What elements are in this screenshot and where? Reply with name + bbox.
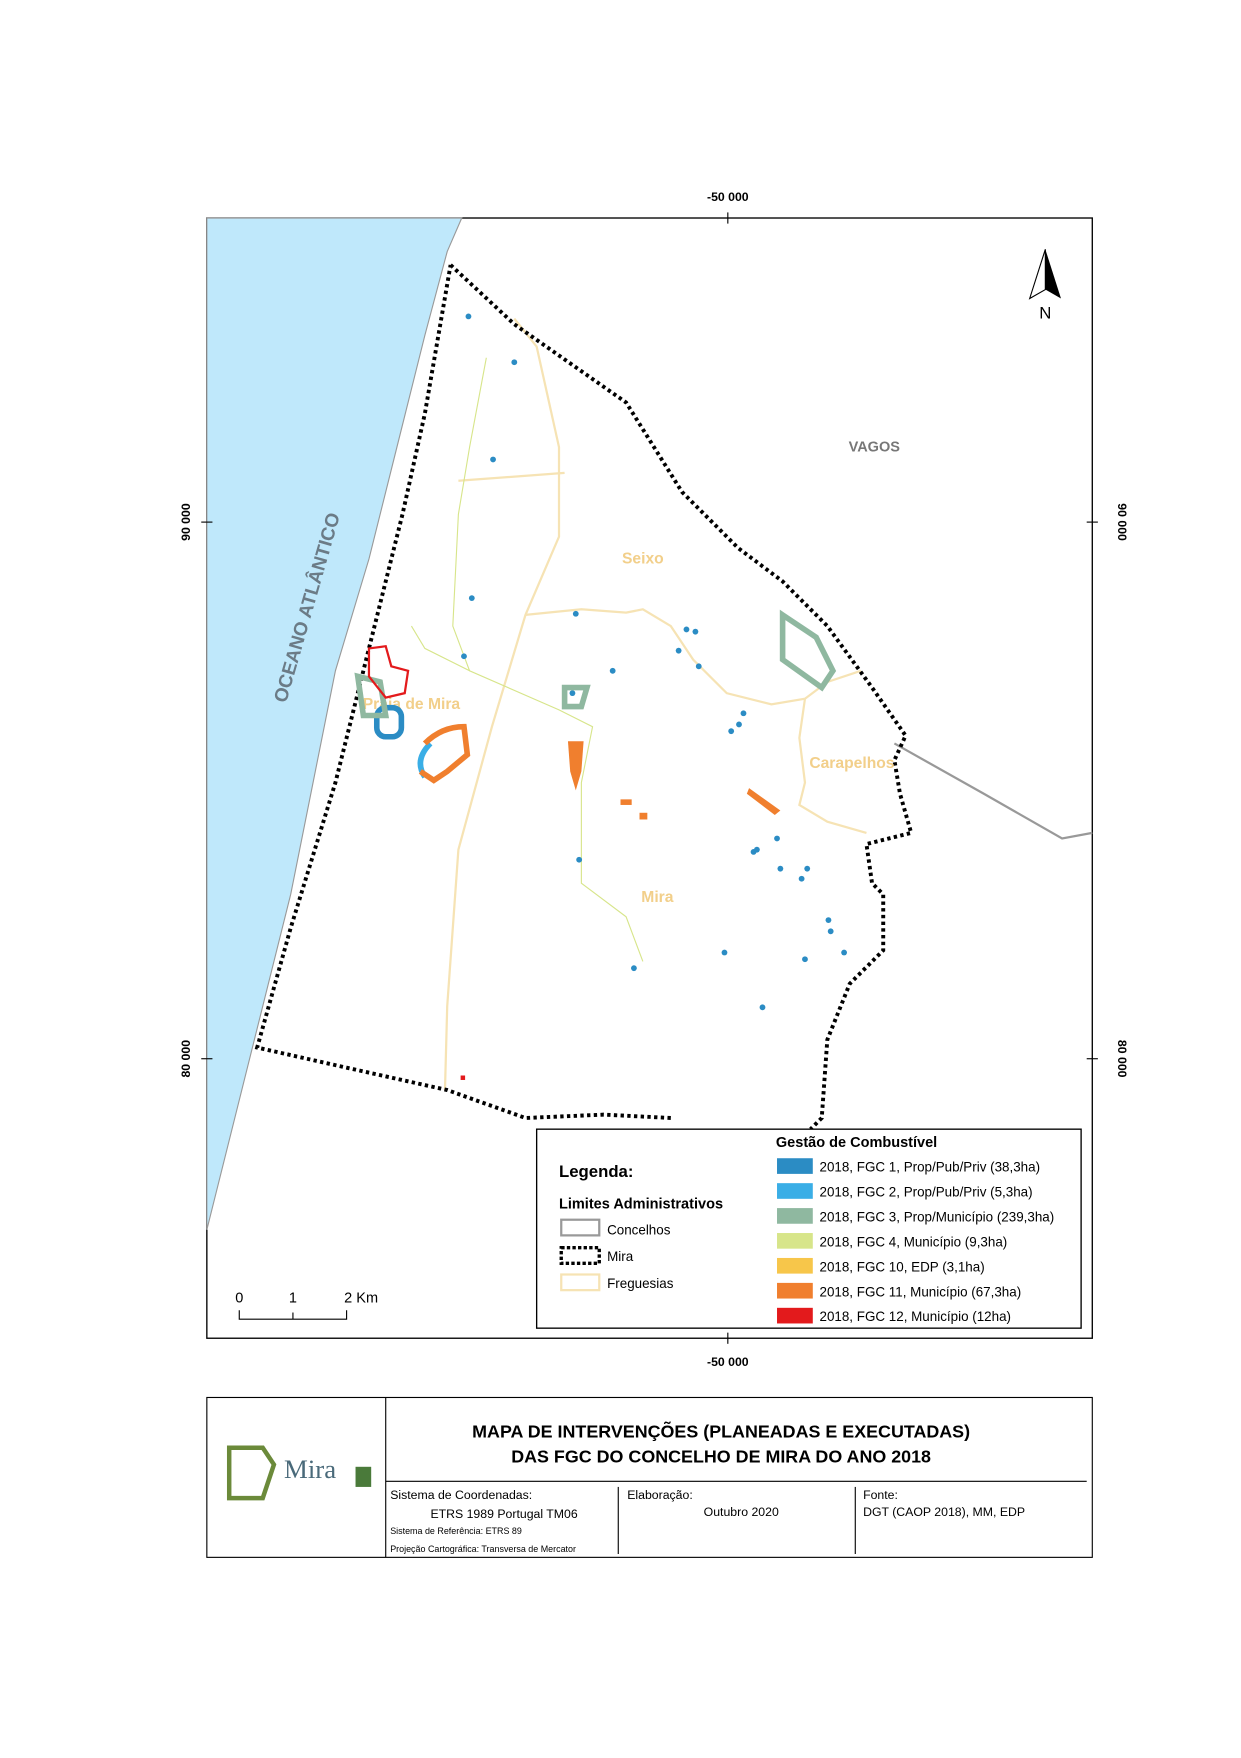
map-title: DAS FGC DO CONCELHO DE MIRA DO ANO 2018 (511, 1446, 931, 1466)
legend-swatch (777, 1257, 813, 1274)
concelho-boundary (893, 742, 1093, 840)
legend-item: 2018, FGC 11, Município (67,3ha) (820, 1284, 1022, 1299)
map-frame (206, 217, 1093, 1339)
coat-of-arms (355, 1466, 372, 1487)
fgc1-point (827, 928, 834, 935)
fgc1-point (692, 628, 699, 635)
fgc11-area (567, 741, 584, 791)
legend-freguesias-symbol (560, 1273, 601, 1292)
fgc1-point (777, 865, 784, 872)
legend-mira-symbol (559, 1245, 601, 1265)
fgc1-point (461, 653, 467, 660)
legend-swatch (777, 1233, 813, 1249)
fgc1-point (695, 663, 702, 670)
place-label: Carapelhos (809, 755, 894, 772)
fgc1-point (721, 949, 728, 956)
logo-mark (226, 1445, 277, 1501)
place-label: VAGOS (849, 440, 901, 456)
fgc1-point (753, 846, 760, 853)
info-value: Outubro 2020 (704, 1505, 779, 1519)
fgc1-point (736, 721, 742, 728)
legend-item: 2018, FGC 10, EDP (3,1ha) (820, 1259, 985, 1274)
legend-title: Legenda: (559, 1162, 633, 1181)
place-label: Mira (641, 889, 673, 906)
legend-swatch (777, 1208, 813, 1224)
fgc1-point (740, 710, 747, 717)
coord-label: 80 000 (1115, 1040, 1129, 1078)
fgc1-point (798, 875, 805, 882)
mira-boundary (254, 263, 914, 1131)
fgc11-area (418, 723, 471, 784)
fgc1-point (728, 728, 735, 735)
scale-label: 1 (289, 1290, 297, 1306)
fgc1-point (576, 856, 583, 863)
legend-concelhos-symbol (560, 1218, 601, 1237)
fgc1-point (631, 965, 637, 972)
legend-swatch (777, 1183, 813, 1199)
fgc1-point (683, 626, 690, 633)
fgc11-area (746, 788, 781, 816)
info-label: Fonte: (863, 1488, 898, 1502)
freguesia-boundaries (443, 317, 867, 1091)
legend-item: Mira (607, 1249, 634, 1264)
fgc1-point (804, 865, 811, 872)
legend-item: Freguesias (607, 1276, 674, 1291)
fgc1-point (825, 917, 832, 924)
info-label: Sistema de Coordenadas: (390, 1488, 532, 1502)
info-small: Sistema de Referência: ETRS 89 (390, 1526, 522, 1536)
scale-label: 0 (235, 1290, 243, 1306)
legend-item: 2018, FGC 4, Município (9,3ha) (820, 1234, 1008, 1249)
info-small: Projeção Cartográfica: Transversa de Mer… (390, 1544, 576, 1554)
ocean (206, 217, 463, 1230)
coord-label: 90 000 (1115, 503, 1129, 541)
legend-subtitle: Gestão de Combustível (776, 1135, 937, 1151)
map-title: MAPA DE INTERVENÇÕES (PLANEADAS E EXECUT… (472, 1421, 970, 1442)
legend-swatch (777, 1307, 813, 1324)
fgc12-area (460, 1075, 466, 1080)
legend-swatch (777, 1282, 813, 1299)
logo-text: Mira (284, 1454, 336, 1484)
info-value: DGT (CAOP 2018), MM, EDP (863, 1505, 1025, 1519)
fgc1-point (468, 595, 475, 602)
fgc11-area (620, 799, 632, 805)
fgc1-point (490, 456, 496, 463)
fgc1-point (465, 313, 472, 320)
title-block (206, 1396, 1093, 1558)
fgc4-lines (410, 357, 644, 962)
scale-label: 2 Km (344, 1290, 378, 1306)
fgc1-point (774, 835, 780, 842)
legend-item: 2018, FGC 12, Município (12ha) (820, 1309, 1012, 1324)
scale-bar (238, 1310, 348, 1320)
north-label: N (1039, 304, 1051, 323)
fgc11-area (639, 812, 648, 820)
legend-subtitle: Limites Administrativos (559, 1197, 723, 1213)
coord-label: -50 000 (707, 190, 749, 204)
legend-item: 2018, FGC 2, Prop/Pub/Priv (5,3ha) (820, 1185, 1033, 1200)
fgc1-point (759, 1004, 766, 1011)
fgc1-point (609, 667, 616, 674)
legend-item: 2018, FGC 3, Prop/Município (239,3ha) (820, 1210, 1055, 1225)
fgc1-point (511, 359, 518, 366)
fgc1-point (572, 610, 579, 617)
fgc1-point (569, 690, 576, 697)
fgc1-point (841, 949, 848, 956)
place-label: Seixo (622, 550, 664, 567)
info-label: Elaboração: (627, 1488, 693, 1502)
info-value: ETRS 1989 Portugal TM06 (430, 1507, 577, 1521)
title-block-border (206, 1396, 1093, 1558)
legend-item: 2018, FGC 1, Prop/Pub/Priv (38,3ha) (820, 1160, 1041, 1175)
legend-swatch (777, 1158, 813, 1174)
fgc1-point (802, 956, 808, 963)
fgc1-point (675, 647, 682, 654)
coord-label: 90 000 (179, 503, 193, 541)
legend-item: Concelhos (607, 1222, 671, 1237)
fgc1-area (373, 704, 405, 740)
north-arrow (1028, 249, 1061, 300)
fgc12-area (367, 644, 410, 699)
coord-label: -50 000 (707, 1355, 749, 1369)
coord-label: 80 000 (179, 1040, 193, 1078)
